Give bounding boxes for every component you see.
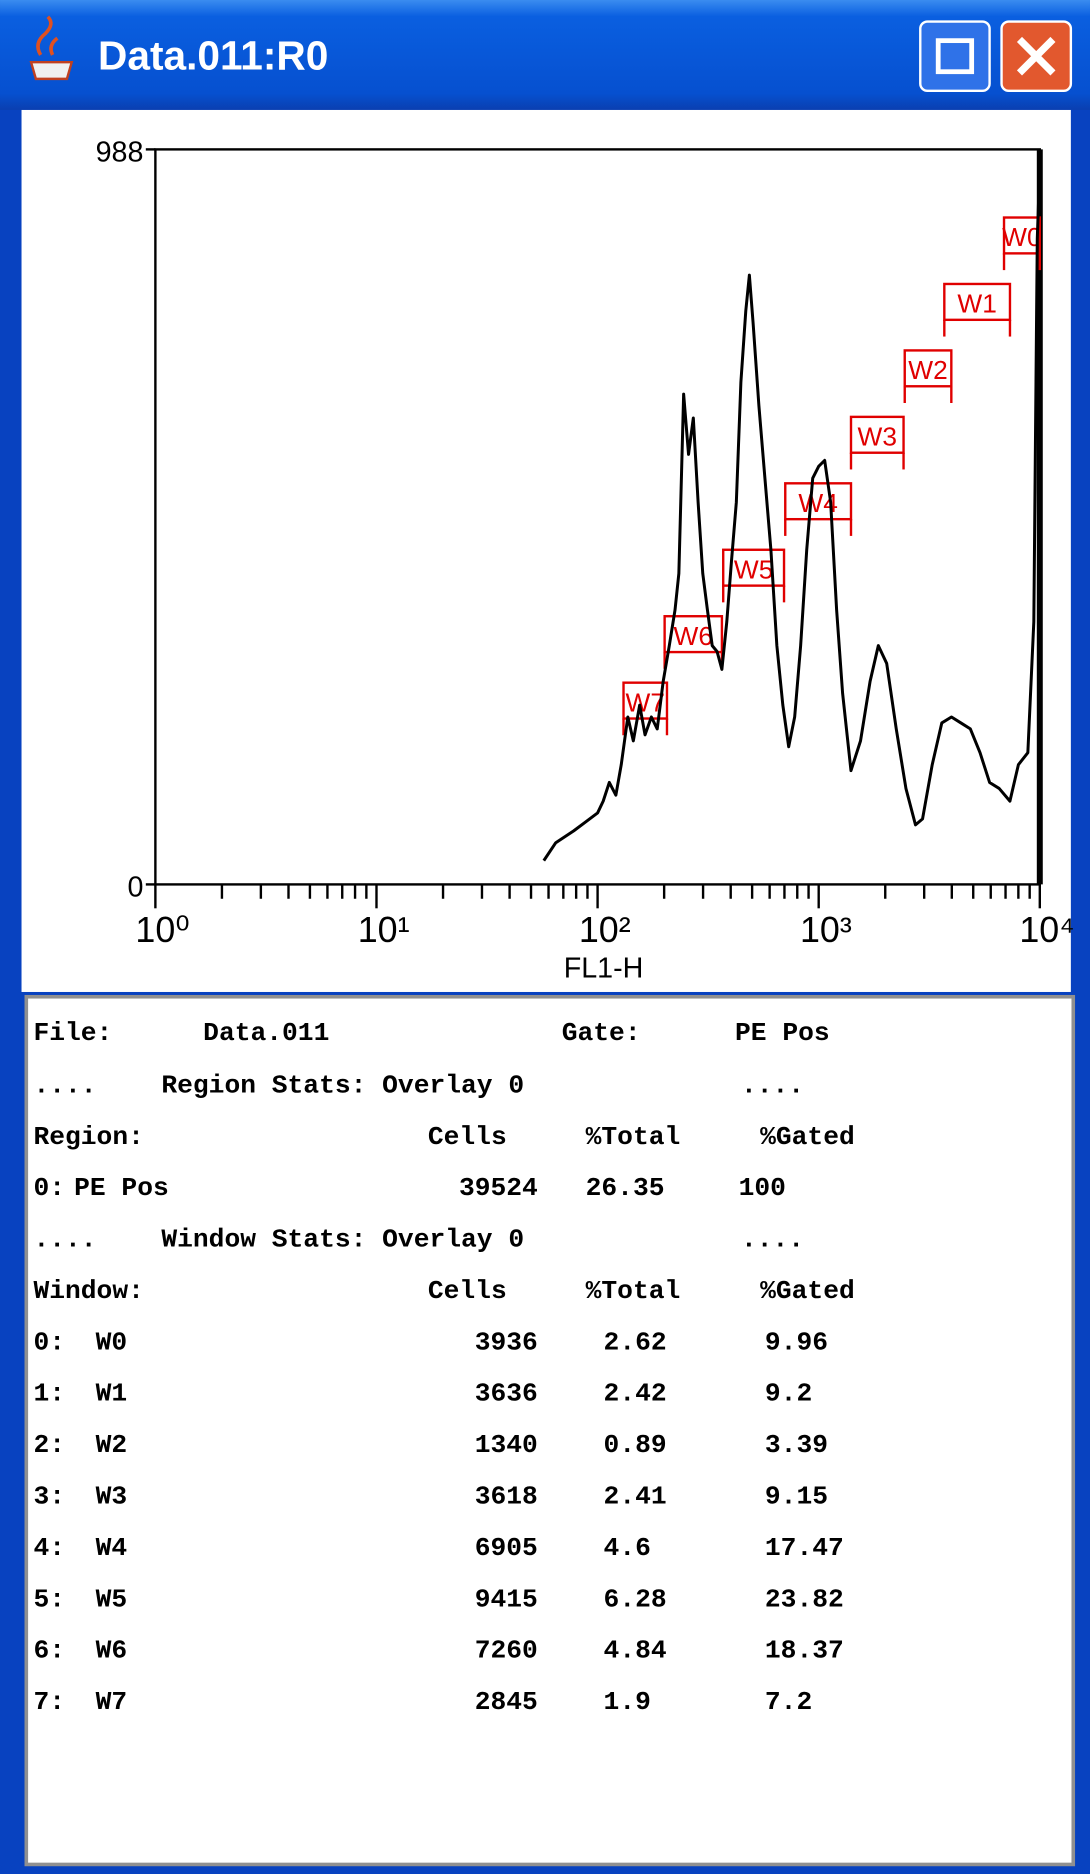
stats-text: 0: [33,1173,65,1203]
window-marker [722,548,786,587]
stats-text: W3 [96,1482,128,1512]
window-marker [849,415,905,454]
stats-text: File: Data.011 Gate: PE Pos.... Region Stats… [33,1018,854,1717]
x-tick-label: 10⁰ [135,910,189,950]
stats-text: .... [33,1070,96,1100]
window-marker [784,482,853,521]
stats-text: 9415 [475,1584,538,1614]
stats-text: 39524 [459,1173,538,1203]
app-icon [29,15,74,81]
stats-text: %Gated [760,1122,855,1152]
stats-text: 1340 [475,1430,538,1460]
window-marker [1002,216,1041,255]
stats-text: Gate: [562,1018,641,1048]
x-tick-label: 10² [579,910,631,950]
histogram-line [542,179,1041,862]
window-label: W3 [858,422,897,452]
stats-text: 6.28 [604,1584,667,1614]
window-marker [622,681,669,720]
window-label: W1 [957,289,996,319]
stats-text: W2 [96,1430,128,1460]
stats-text: 3.39 [765,1430,828,1460]
stats-text: .... [33,1225,96,1255]
stats-text: Cells [428,1122,507,1152]
stats-text: W4 [96,1533,128,1563]
stats-text: 3618 [475,1482,538,1512]
stats-text: 9.15 [765,1482,828,1512]
chart-panel [21,109,1071,992]
stats-text: 2845 [475,1687,538,1717]
stats-text: 7.2 [765,1687,812,1717]
window-marker [903,349,953,388]
title-bar [0,0,1090,110]
stats-text: W6 [96,1636,128,1666]
stats-text: 6: [33,1636,65,1666]
stats-text: 9.96 [765,1327,828,1357]
window-label: W6 [674,621,713,651]
stats-panel [24,994,1076,1867]
stats-text: 17.47 [765,1533,844,1563]
stats-text: 26.35 [586,1173,665,1203]
stats-text: Region Stats: Overlay 0 [161,1070,524,1100]
x-axis-label: FL1-H [564,953,644,985]
stats-text: 2.42 [604,1379,667,1409]
stats-text: 3936 [475,1327,538,1357]
stats-text: 0.89 [604,1430,667,1460]
stats-text: W0 [96,1327,128,1357]
stats-text: W1 [96,1379,128,1409]
stats-text: 4: [33,1533,65,1563]
stats-text: 2.41 [604,1482,667,1512]
close-button[interactable] [1000,20,1073,93]
stats-text: Cells [428,1276,507,1306]
x-tick-label: 10⁴ [1019,910,1074,950]
stats-text: 1: [33,1379,65,1409]
stats-text: PE Pos [74,1173,169,1203]
y-tick-label: 988 [96,136,144,168]
stats-text: %Total [586,1122,681,1152]
stats-text: Window: [33,1276,143,1306]
window-label: W0 [1002,222,1041,252]
stats-text: 1.9 [604,1687,651,1717]
y-tick-label: 0 [127,871,143,903]
stats-text: 23.82 [765,1584,844,1614]
stats-text: File: [33,1018,112,1048]
stats-text: 4.6 [604,1533,651,1563]
stats-text: .... [741,1070,804,1100]
stats-text: 3636 [475,1379,538,1409]
stats-text: Window Stats: Overlay 0 [161,1225,524,1255]
stats-text: Data.011 [203,1018,329,1048]
stats-text: Region: [33,1122,143,1152]
stats-text: 4.84 [604,1636,667,1666]
stats-text: W7 [96,1687,128,1717]
window-title: Data.011:R0 [98,32,328,78]
stats-text: 2.62 [604,1327,667,1357]
stats-text: 0: [33,1327,65,1357]
stats-text: 3: [33,1482,65,1512]
window-marker [663,615,724,654]
window-label: W2 [908,355,947,385]
stats-text: 2: [33,1430,65,1460]
window-label: W5 [734,554,773,584]
stats-text: %Total [586,1276,681,1306]
stats-text: 18.37 [765,1636,844,1666]
window-marker [943,282,1012,322]
stats-text: 9.2 [765,1379,812,1409]
stats-text: 6905 [475,1533,538,1563]
stats-text: 100 [739,1173,786,1203]
maximize-button[interactable] [919,20,991,93]
x-tick-label: 10¹ [358,910,410,950]
stats-text: PE Pos [735,1018,830,1048]
stats-text: .... [741,1225,804,1255]
stats-text: W5 [96,1584,128,1614]
stats-text: 7: [33,1687,65,1717]
stats-text: 7260 [475,1636,538,1666]
x-tick-label: 10³ [800,910,852,950]
stats-text: %Gated [760,1276,855,1306]
stats-text: 5: [33,1584,65,1614]
